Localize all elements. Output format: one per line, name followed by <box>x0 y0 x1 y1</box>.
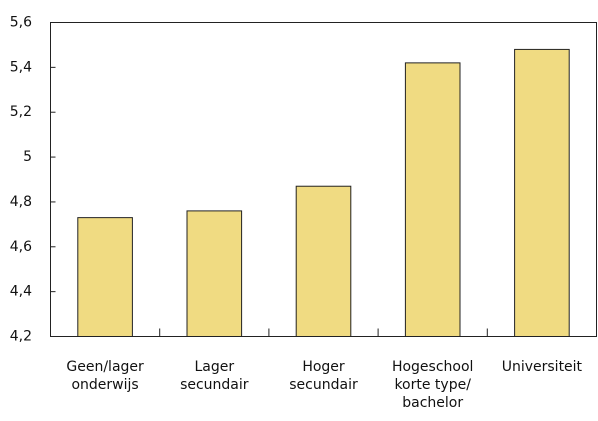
x-tick-label: Universiteit <box>502 359 583 375</box>
y-tick-label: 5,4 <box>10 59 32 75</box>
x-tick-label-line: korte type/ <box>394 377 471 393</box>
x-tick-label-line: onderwijs <box>71 377 138 393</box>
x-tick-label-line: secundair <box>180 377 249 393</box>
x-tick-label-line: Hoger <box>302 359 345 375</box>
bar <box>514 48 570 338</box>
x-tick-label-line: Geen/lager <box>66 359 144 375</box>
y-tick-label: 4,6 <box>10 239 32 255</box>
x-tick-label-line: bachelor <box>402 395 463 411</box>
y-tick-label: 4,4 <box>10 284 32 300</box>
y-tick-label: 5,2 <box>10 104 32 120</box>
x-tick-label-line: Hogeschool <box>392 359 473 375</box>
y-tick-label: 4,2 <box>10 329 32 345</box>
x-tick-label-line: Universiteit <box>502 359 583 375</box>
x-tick-label-line: secundair <box>289 377 358 393</box>
y-tick-label: 4,8 <box>10 194 32 210</box>
bar <box>186 210 243 337</box>
x-tick-label: Hogeschool korte type/bachelor <box>392 359 473 411</box>
x-tick-label: Lager secundair <box>180 359 249 393</box>
bar <box>404 62 461 337</box>
x-tick-label-line: Lager <box>194 359 234 375</box>
x-tick-label: Hoger secundair <box>289 359 358 393</box>
y-tick-label: 5,6 <box>10 15 32 31</box>
bar <box>295 185 352 337</box>
x-tick-label: Geen/lager onderwijs <box>66 359 144 393</box>
bar <box>77 217 133 337</box>
y-tick-label: 5 <box>23 149 32 165</box>
